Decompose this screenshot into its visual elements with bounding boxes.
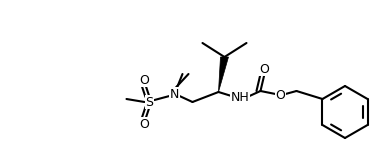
Text: O: O xyxy=(275,89,286,102)
Text: N: N xyxy=(170,88,179,101)
Text: O: O xyxy=(140,118,149,130)
Text: S: S xyxy=(145,96,154,109)
Polygon shape xyxy=(219,57,228,92)
Text: NH: NH xyxy=(231,91,250,104)
Text: O: O xyxy=(140,73,149,87)
Text: O: O xyxy=(259,62,270,75)
